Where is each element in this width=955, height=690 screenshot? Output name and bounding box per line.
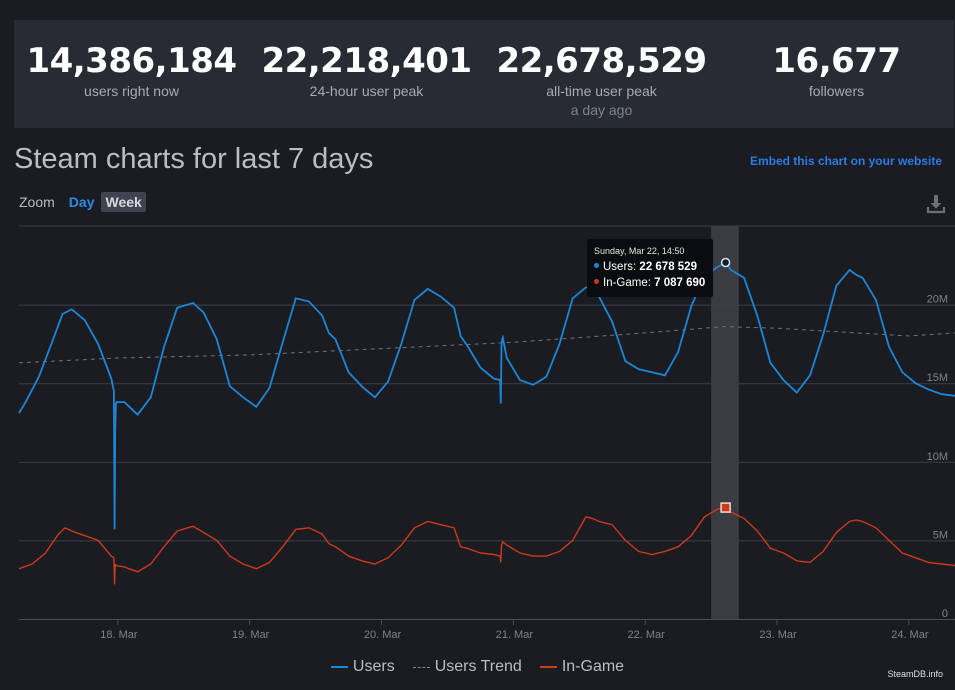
y-tick-label: 5M [933,529,948,541]
zoom-day-button[interactable]: Day [68,194,95,210]
tooltip-users-label: Users: [603,261,640,273]
legend-in-game[interactable]: In-Game [539,658,625,676]
y-tick-label: 20M [927,294,948,306]
zoom-label: Zoom [19,194,55,210]
stat-sublabel: a day ago [570,102,633,118]
x-tick-label: 24. Mar [891,629,929,641]
stat-label: users right now [84,83,179,99]
stat-value: 14,386,184 [26,41,237,81]
series-users-trend [18,326,955,364]
embed-chart-link[interactable]: Embed this chart on your website [749,154,942,168]
users-line-icon [330,666,348,668]
tooltip-ingame-label: In-Game: [603,277,655,289]
ingame-dot-icon [594,279,599,285]
ingame-line-icon [539,666,557,668]
steam-users-chart: 0 5M 10M 15M 20M 18. Mar 19. Mar 20. Mar 21. Mar… [18,225,955,641]
stat-label: followers [808,83,865,99]
zoom-controls: Zoom Day Week [19,192,149,212]
stat-users-now: 14,386,184 users right now [14,20,249,128]
chart-tooltip: Sunday, Mar 22, 14:50 Users: 22 678 529 … [587,239,714,297]
y-tick-label: 10M [927,451,948,463]
tooltip-users-row: Users: 22 678 529 [594,259,705,275]
users-point-marker [720,257,731,268]
watermark: SteamDB.info [887,669,943,679]
stat-24h-peak: 22,218,401 24-hour user peak [249,20,484,128]
tooltip-users-value: 22 678 529 [639,261,697,273]
stat-value: 22,218,401 [261,41,472,81]
legend-ingame-label: In-Game [561,658,625,675]
stats-panel: 14,386,184 users right now 22,218,401 24… [14,20,954,128]
ingame-point-marker [720,502,731,513]
y-tick-label: 0 [942,608,948,620]
stat-value: 16,677 [772,41,901,81]
stat-all-time-peak: 22,678,529 all-time user peak a day ago [484,20,719,128]
chart-title: Steam charts for last 7 days [14,143,374,175]
legend-users[interactable]: Users [330,658,395,676]
x-tick-label: 23. Mar [759,629,797,641]
stat-label: all-time user peak [546,83,657,99]
legend-users-label: Users [352,658,395,675]
y-tick-label: 15M [927,372,948,384]
legend-users-trend[interactable]: Users Trend [412,658,522,676]
tooltip-ingame-row: In-Game: 7 087 690 [594,275,705,291]
zoom-week-button[interactable]: Week [101,192,146,212]
stat-followers: 16,677 followers [719,20,954,128]
x-tick-label: 18. Mar [100,629,138,641]
tooltip-title: Sunday, Mar 22, 14:50 [594,246,685,256]
users-dot-icon [594,263,599,269]
x-tick-label: 22. Mar [628,629,666,641]
x-tick-label: 19. Mar [232,629,270,641]
download-icon[interactable] [926,193,946,215]
stat-label: 24-hour user peak [309,83,424,99]
legend-trend-label: Users Trend [434,658,522,675]
chart-legend: Users Users Trend In-Game [0,658,955,676]
hover-highlight-band [711,226,739,619]
x-tick-label: 20. Mar [364,629,402,641]
tooltip-ingame-value: 7 087 690 [654,277,706,289]
stat-value: 22,678,529 [496,41,707,81]
trend-line-icon [412,666,430,668]
x-tick-label: 21. Mar [496,629,534,641]
series-in-game [18,506,955,585]
series-users [18,261,955,530]
